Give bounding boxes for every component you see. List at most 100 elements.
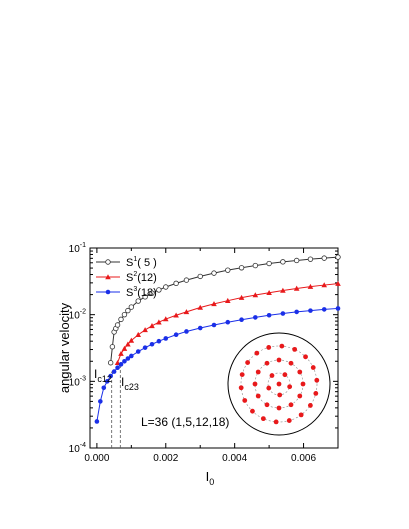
inset-particle [286, 418, 292, 423]
data-point [118, 316, 124, 323]
y-tick-label: 10-3 [69, 375, 86, 388]
data-point [173, 312, 179, 318]
data-point [252, 262, 259, 269]
ic23-label: Ic23 [121, 375, 139, 392]
x-axis-ticks: 0.000 0.002 0.004 0.006 [84, 248, 317, 464]
data-point [118, 350, 124, 356]
data-point [149, 323, 155, 329]
data-point [107, 360, 114, 366]
data-point [142, 327, 148, 333]
inset-particle [288, 360, 294, 366]
data-point [294, 309, 299, 315]
data-point [125, 356, 131, 361]
data-point [211, 322, 217, 328]
data-point [280, 259, 286, 265]
inset-particle [242, 398, 248, 403]
data-point [225, 267, 231, 273]
x-axis-label-sub: 0 [209, 477, 214, 487]
inset-particle [255, 393, 261, 399]
series-layer [94, 254, 341, 424]
inset-particle [276, 357, 282, 363]
ic12-main: I [94, 367, 97, 381]
data-point [125, 341, 131, 347]
data-point [111, 369, 117, 374]
data-point [253, 315, 258, 320]
data-point [94, 419, 100, 424]
data-point [308, 308, 313, 313]
data-point [335, 306, 341, 311]
data-point [211, 270, 217, 276]
y-tick-label: 10-2 [69, 309, 86, 322]
inset-particle [310, 365, 316, 370]
data-point [252, 292, 259, 298]
shell-configuration-inset [227, 332, 331, 436]
data-point [129, 353, 134, 359]
data-point [307, 256, 314, 262]
data-point [266, 289, 272, 296]
data-point [293, 285, 300, 291]
data-point [211, 301, 217, 307]
data-point [115, 365, 120, 371]
config-label: L=36 (1,5,12,18) [141, 415, 229, 429]
data-point [224, 297, 231, 303]
inset-particle [307, 403, 313, 408]
data-point [238, 294, 245, 300]
inset-particle [297, 369, 303, 375]
series-line [96, 307, 339, 422]
inset-particle [303, 354, 308, 360]
inset-particle [254, 350, 260, 356]
data-point [142, 345, 148, 350]
data-point [197, 304, 204, 310]
legend-label: S3(18) [126, 286, 157, 299]
data-point [149, 290, 155, 296]
data-point [266, 260, 272, 267]
data-point [321, 307, 327, 312]
data-point [109, 344, 116, 350]
series-2 [114, 280, 341, 365]
legend: S1( 5 ) S2(12) S3(18) [96, 256, 157, 299]
data-point [128, 337, 135, 343]
legend-label: S1( 5 ) [126, 256, 157, 269]
inset-particle [314, 377, 320, 383]
data-point [156, 319, 162, 325]
inset-particle [282, 372, 288, 378]
data-point [98, 399, 103, 404]
data-point [128, 304, 135, 310]
inset-particle [288, 402, 294, 408]
x-tick-label: 0.000 [84, 453, 109, 464]
inset-particle [279, 343, 285, 349]
ic23-sub: c23 [124, 382, 139, 392]
inset-particle [255, 369, 261, 375]
y-tick-label: 10-1 [69, 242, 86, 255]
inset-particle [260, 416, 266, 422]
y-axis-label: angular velocity [57, 302, 72, 393]
inset-particle [313, 391, 319, 396]
series-1 [107, 254, 341, 366]
data-point [321, 282, 328, 288]
data-point [293, 257, 300, 264]
x-tick-label: 0.006 [291, 453, 316, 464]
inset-particle [245, 360, 251, 365]
inset-particle [266, 385, 272, 391]
inset-particle [269, 373, 275, 378]
data-point [280, 287, 286, 293]
data-point [156, 338, 162, 344]
inset-particle [276, 381, 282, 387]
data-point [135, 331, 142, 337]
inset-particle [300, 381, 306, 387]
data-point [184, 329, 189, 334]
data-point [173, 280, 179, 287]
data-point [101, 385, 107, 391]
data-point [114, 322, 121, 328]
plot-frame [89, 247, 339, 449]
ic23-main: I [121, 375, 124, 389]
data-point [156, 287, 162, 293]
series-3 [94, 306, 341, 424]
legend-marker [105, 289, 111, 295]
ic12-label: Ic12 [94, 367, 112, 384]
data-point [163, 336, 169, 341]
data-point [121, 311, 128, 318]
data-point [173, 332, 179, 338]
data-point [149, 341, 155, 347]
